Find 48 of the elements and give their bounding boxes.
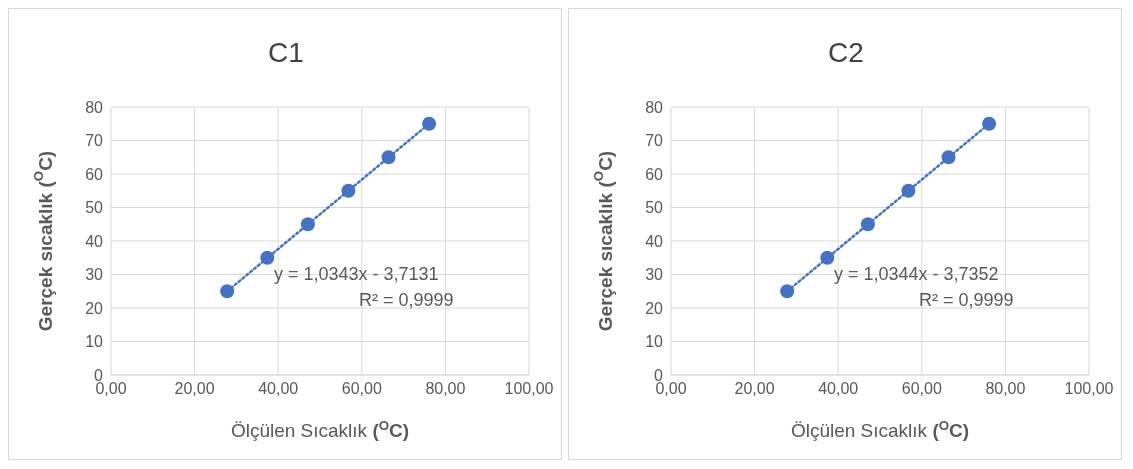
point <box>941 150 956 165</box>
y-tick-label: 80 <box>85 98 104 116</box>
annotation: R² = 0,9999 <box>919 290 1014 311</box>
point <box>260 250 275 265</box>
y-tick-label: 40 <box>645 232 664 250</box>
x-tick-label: 20,00 <box>174 380 215 398</box>
point <box>381 150 396 165</box>
point <box>820 250 835 265</box>
x-tick-label: 0,00 <box>655 380 687 398</box>
y-tick-label: 10 <box>645 333 664 351</box>
chart-title: C1 <box>267 37 305 69</box>
x-tick-label: 0,00 <box>95 380 127 398</box>
x-axis-title: Ölçülen Sıcaklık ($^{O}$C) <box>790 417 970 441</box>
x-tick-label: 100,00 <box>504 380 554 398</box>
annotation: R² = 0,9999 <box>359 290 454 311</box>
point <box>300 217 315 232</box>
x-tick-label: 100,00 <box>1064 380 1114 398</box>
y-tick-label: 10 <box>85 333 104 351</box>
y-tick-label: 30 <box>645 266 664 284</box>
x-tick-label: 80,00 <box>425 380 466 398</box>
chart-title: C2 <box>827 37 865 69</box>
x-tick-label: 60,00 <box>341 380 382 398</box>
y-tick-label: 30 <box>85 266 104 284</box>
x-tick-label: 80,00 <box>985 380 1026 398</box>
point <box>860 217 875 232</box>
y-tick-label: 50 <box>645 199 664 217</box>
x-tick-label: 40,00 <box>258 380 299 398</box>
annotation: y = 1,0344x - 3,7352 <box>834 264 999 285</box>
annotation: y = 1,0343x - 3,7131 <box>274 264 439 285</box>
x-tick-label: 60,00 <box>901 380 942 398</box>
y-tick-label: 70 <box>85 132 104 150</box>
point <box>982 116 997 131</box>
point <box>341 183 356 198</box>
y-tick-label: 80 <box>645 98 664 116</box>
x-tick-label: 40,00 <box>818 380 859 398</box>
y-tick-label: 60 <box>85 165 104 183</box>
y-tick-label: 70 <box>645 132 664 150</box>
x-axis-title: Ölçülen Sıcaklık ($^{O}$C) <box>230 417 410 441</box>
point <box>901 183 916 198</box>
point <box>220 284 235 299</box>
y-tick-label: 50 <box>85 199 104 217</box>
y-tick-label: 20 <box>85 299 104 317</box>
x-tick-label: 20,00 <box>734 380 775 398</box>
point <box>422 116 437 131</box>
y-tick-label: 60 <box>645 165 664 183</box>
y-tick-label: 20 <box>645 299 664 317</box>
point <box>780 284 795 299</box>
y-tick-label: 40 <box>85 232 104 250</box>
